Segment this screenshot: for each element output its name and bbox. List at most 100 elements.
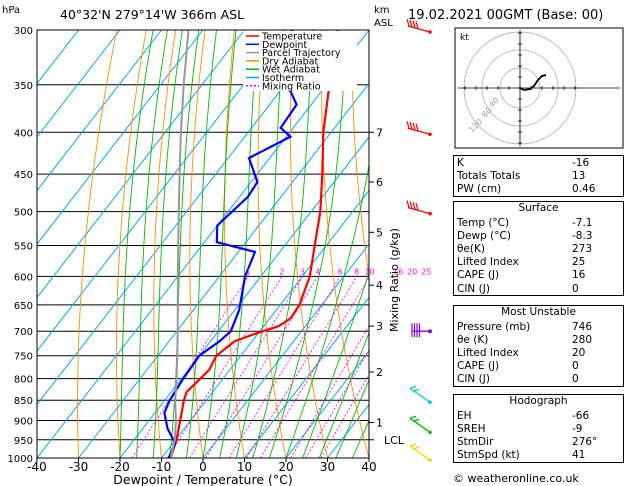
row-label: CAPE (J): [457, 269, 500, 282]
hodograph-table-title: Hodograph: [509, 395, 568, 407]
mixing-ratio-label: 10: [365, 267, 375, 276]
dry-adiabat-line: [189, 30, 206, 458]
km-unit-label: km: [374, 5, 390, 16]
legend-label: Temperature: [261, 32, 322, 43]
row-value: -8.3: [572, 229, 593, 242]
isotherm-line: [285, 350, 369, 458]
mixing-ratio-label: 20: [407, 267, 417, 276]
table-row: CAPE (J) 16: [454, 269, 623, 282]
legend-label: Isotherm: [262, 73, 304, 84]
wind-barb: [409, 385, 432, 405]
km-tick-label: 4: [376, 279, 383, 292]
wet-adiabat-line: [318, 331, 369, 458]
row-label: Temp (°C): [457, 216, 510, 229]
row-label: PW (cm): [457, 182, 502, 195]
pressure-tick-label: 700: [14, 327, 33, 338]
wet-adiabat-line: [335, 378, 369, 458]
legend-label: Dry Adiabat: [262, 56, 319, 67]
credit-label: © weatheronline.co.uk: [453, 472, 579, 485]
table-row: CIN (J) 0: [454, 373, 623, 386]
row-value: 746: [572, 320, 593, 333]
indices-panel: K -16 Totals Totals 13 PW (cm) 0.46: [453, 155, 624, 197]
wet-adiabat-line: [152, 30, 183, 458]
row-label: Lifted Index: [457, 256, 519, 269]
row-value: 276°: [572, 435, 598, 448]
mixing-ratio-label: 2: [279, 267, 284, 276]
row-value: -16: [572, 156, 590, 169]
profiles: [163, 30, 339, 458]
wet-adiabat-line: [268, 30, 348, 458]
wet-adiabat-line: [235, 30, 285, 458]
axes: 3003504004505005506006507007508008509009…: [8, 26, 405, 474]
wind-barb: [411, 323, 432, 338]
row-label: Pressure (mb): [457, 320, 531, 333]
x-tick-label: -30: [69, 460, 89, 474]
x-tick-label: -40: [27, 460, 47, 474]
wet-adiabat-line: [302, 271, 369, 458]
mixing-ratio-label: 4: [315, 267, 320, 276]
legend-label: Dewpoint: [262, 40, 307, 51]
row-value: -66: [572, 409, 590, 422]
x-tick-label: 20: [278, 460, 293, 474]
pressure-tick-label: 600: [14, 272, 33, 283]
mixing-ratio-labels: 1 2 3 4 6 8 10 16 20 25: [246, 267, 432, 276]
x-tick-label: 40: [361, 460, 376, 474]
km-tick-label: 3: [376, 320, 383, 333]
row-label: θe(K): [457, 242, 485, 255]
lcl-label: LCL: [384, 434, 405, 447]
mixing-ratio-line: [246, 276, 358, 458]
pressure-tick-label: 650: [14, 301, 33, 312]
km-tick-label: 1: [376, 417, 383, 430]
isotherm-line: [37, 30, 121, 138]
isotherm-line: [78, 82, 369, 458]
x-tick-label: 30: [320, 460, 335, 474]
asl-unit-label: ASL: [374, 18, 393, 29]
pressure-tick-label: 750: [14, 352, 33, 363]
km-tick-label: 2: [376, 366, 383, 379]
location-label: 40°32'N 279°14'W 366m ASL: [60, 7, 244, 22]
pressure-tick-label: 800: [14, 375, 33, 386]
km-tick-label: 7: [376, 126, 383, 139]
mixing-ratio-axis-label: Mixing Ratio (g/kg): [388, 228, 401, 332]
mixing-ratio-label: 6: [338, 267, 343, 276]
hodograph-trace: [519, 74, 547, 91]
surface-panel: Surface Temp (°C) -7.1 Dewp (°C) -8.3 θe(K) 2…: [453, 201, 624, 297]
row-label: StmSpd (kt): [457, 449, 520, 462]
mixing-ratio-label: 25: [421, 267, 431, 276]
isotherm-line: [202, 243, 369, 458]
table-row: StmDir 276°: [454, 435, 623, 448]
mixing-ratio-line: [260, 276, 369, 458]
row-value: 41: [572, 449, 586, 462]
row-label: SREH: [457, 422, 486, 435]
mixing-ratio-label: 1: [246, 267, 251, 276]
row-label: Lifted Index: [457, 346, 519, 359]
row-label: K: [457, 156, 464, 169]
table-row: PW (cm) 0.46: [454, 182, 623, 195]
row-label: Totals Totals: [457, 169, 521, 182]
legend-label: Mixing Ratio: [262, 81, 321, 92]
dewpoint-profile: [163, 30, 298, 458]
km-tick-label: 5: [376, 226, 383, 239]
mixing-ratio-line: [188, 276, 303, 458]
row-label: θe (K): [457, 333, 489, 346]
row-value: 20: [572, 346, 586, 359]
row-label: Dewp (°C): [457, 229, 511, 242]
isotherm-line: [37, 30, 204, 245]
row-label: CAPE (J): [457, 360, 500, 373]
wet-adiabat-line: [285, 162, 369, 458]
pressure-tick-label: 400: [14, 128, 33, 139]
storm-motion-marker: [518, 86, 522, 90]
datetime-label: 19.02.2021 00GMT (Base: 00): [408, 8, 604, 23]
temperature-profile: [169, 30, 339, 458]
wet-adiabat-line: [202, 30, 237, 458]
pressure-tick-label: 850: [14, 396, 33, 407]
x-tick-label: 10: [237, 460, 252, 474]
wet-adiabat-line: [252, 30, 314, 458]
dry-adiabat-line: [351, 30, 369, 278]
pressure-tick-label: 450: [14, 170, 33, 181]
isotherm-line: [37, 30, 369, 458]
row-value: -9: [572, 422, 583, 435]
